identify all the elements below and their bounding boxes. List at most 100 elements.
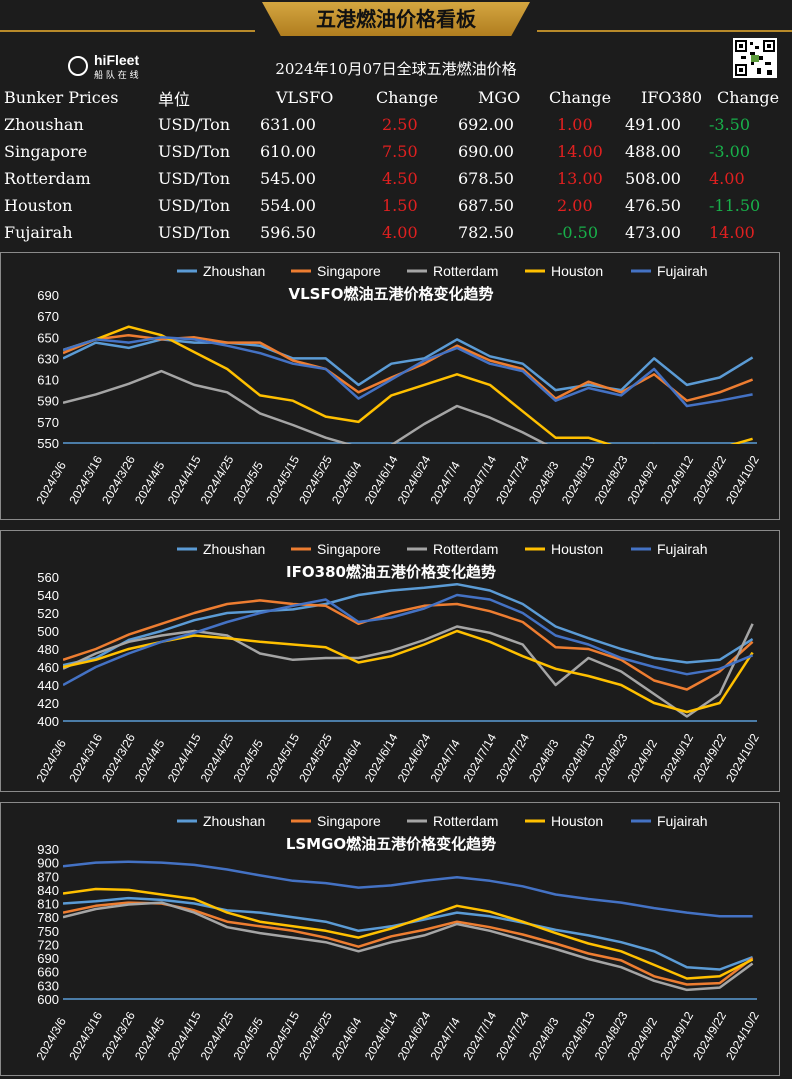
y-tick-label: 660 [37, 965, 59, 980]
vlsfo-chg-cell: 4.00 [382, 223, 418, 242]
mgo-cell: 692.00 [458, 115, 514, 134]
y-tick-label: 520 [37, 606, 59, 621]
series-line-houston [63, 887, 754, 980]
x-tick-label: 2024/5/5 [230, 459, 266, 507]
y-tick-label: 900 [37, 856, 59, 871]
x-tick-label: 2024/5/5 [230, 737, 266, 785]
globe-icon [68, 56, 88, 76]
title-banner [262, 2, 530, 36]
ifo-chg-cell: 14.00 [709, 223, 755, 242]
y-tick-label: 690 [37, 288, 59, 303]
ifo-chg-cell: -3.50 [709, 115, 751, 134]
legend-label: Rotterdam [433, 813, 498, 829]
legend-label: Zhoushan [203, 541, 265, 557]
vlsfo-cell: 610.00 [260, 142, 316, 161]
lsmgo-chart: Zhoushan Singapore Rotterdam Houston Fujaira… [33, 813, 762, 1063]
x-tick-label: 2024/6/4 [329, 1015, 365, 1063]
x-tick-label: 2024/6/4 [329, 737, 365, 785]
x-tick-label: 2024/10/2 [723, 1009, 762, 1063]
y-tick-label: 440 [37, 678, 59, 693]
mgo-chg-cell: 2.00 [557, 196, 593, 215]
ifo-chg-cell: -3.00 [709, 142, 751, 161]
page-title: 五港燃油价格看板 [316, 7, 476, 31]
ifo-cell: 491.00 [625, 115, 681, 134]
column-header: MGO [478, 88, 521, 107]
qr-code-icon [733, 38, 777, 78]
port-cell: Houston [4, 196, 73, 215]
series-line-fujairah [63, 593, 754, 687]
y-tick-label: 590 [37, 394, 59, 409]
ifo-cell: 508.00 [625, 169, 681, 188]
legend-label: Singapore [317, 263, 381, 279]
mgo-cell: 687.50 [458, 196, 514, 215]
unit-cell: USD/Ton [158, 169, 231, 188]
unit-cell: USD/Ton [158, 196, 231, 215]
chart-title: IFO380燃油五港价格变化趋势 [286, 563, 496, 581]
y-tick-label: 420 [37, 696, 59, 711]
x-tick-label: 2024/3/6 [33, 1015, 69, 1063]
hifleet-logo: hiFleet 船 队 在 线 [68, 52, 158, 81]
mgo-chg-cell: 14.00 [557, 142, 603, 161]
legend-label: Singapore [317, 813, 381, 829]
column-header: Change [376, 88, 439, 107]
x-tick-label: 2024/5/5 [230, 1015, 266, 1063]
x-tick-label: 2024/10/2 [723, 453, 762, 507]
port-cell: Singapore [4, 142, 88, 161]
y-tick-label: 610 [37, 373, 59, 388]
x-tick-label: 2024/3/6 [33, 737, 69, 785]
ifo-chg-cell: 4.00 [709, 169, 745, 188]
series-line-singapore [63, 599, 754, 691]
series-line-rotterdam [63, 623, 754, 718]
y-tick-label: 720 [37, 937, 59, 952]
vlsfo-chg-cell: 4.50 [382, 169, 418, 188]
y-tick-label: 550 [37, 436, 59, 451]
y-tick-label: 840 [37, 883, 59, 898]
unit-cell: USD/Ton [158, 115, 231, 134]
x-tick-label: 2024/8/3 [526, 459, 562, 507]
vlsfo-chg-cell: 1.50 [382, 196, 418, 215]
column-header: VLSFO [276, 88, 334, 107]
series-line-fujairah [63, 860, 753, 918]
ifo-cell: 488.00 [625, 142, 681, 161]
legend-label: Zhoushan [203, 813, 265, 829]
x-tick-label: 2024/8/3 [526, 1015, 562, 1063]
ifo380-chart: Zhoushan Singapore Rotterdam Houston Fujaira… [33, 541, 762, 785]
y-tick-label: 630 [37, 978, 59, 993]
port-cell: Zhoushan [4, 115, 84, 134]
y-tick-label: 650 [37, 330, 59, 345]
x-tick-label: 2024/9/2 [625, 459, 661, 507]
y-tick-label: 630 [37, 351, 59, 366]
unit-cell: USD/Ton [158, 142, 231, 161]
chart-title: VLSFO燃油五港价格变化趋势 [289, 285, 494, 303]
table-row: Houston USD/Ton 554.00 1.50 687.50 2.00 476.50… [0, 192, 788, 219]
y-tick-label: 870 [37, 869, 59, 884]
x-tick-label: 2024/7/4 [428, 459, 464, 507]
date-title: 2024年10月07日全球五港燃油价格 [275, 60, 517, 78]
legend-label: Fujairah [657, 263, 708, 279]
table-row: Rotterdam USD/Ton 545.00 4.50 678.50 13.00 508… [0, 165, 788, 192]
series-line-zhoushan [63, 338, 754, 392]
x-tick-label: 2024/7/4 [428, 737, 464, 785]
y-tick-label: 400 [37, 714, 59, 729]
x-tick-label: 2024/9/2 [625, 737, 661, 785]
legend-label: Zhoushan [203, 263, 265, 279]
y-tick-label: 570 [37, 415, 59, 430]
mgo-chg-cell: -0.50 [557, 223, 599, 242]
x-tick-label: 2024/10/2 [723, 731, 762, 785]
mgo-cell: 690.00 [458, 142, 514, 161]
port-cell: Fujairah [4, 223, 73, 242]
x-tick-label: 2024/4/5 [132, 459, 168, 507]
vlsfo-chg-cell: 7.50 [382, 142, 418, 161]
x-tick-label: 2024/7/4 [428, 1015, 464, 1063]
legend-label: Rotterdam [433, 541, 498, 557]
legend-label: Fujairah [657, 541, 708, 557]
x-tick-label: 2024/4/5 [132, 1015, 168, 1063]
ifo-chg-cell: -11.50 [709, 196, 761, 215]
vlsfo-cell: 554.00 [260, 196, 316, 215]
y-tick-label: 750 [37, 924, 59, 939]
column-header: Change [549, 88, 612, 107]
series-line-rotterdam [63, 369, 549, 444]
table-row: Singapore USD/Ton 610.00 7.50 690.00 14.00 488… [0, 138, 788, 165]
y-tick-label: 810 [37, 897, 59, 912]
y-tick-label: 500 [37, 624, 59, 639]
